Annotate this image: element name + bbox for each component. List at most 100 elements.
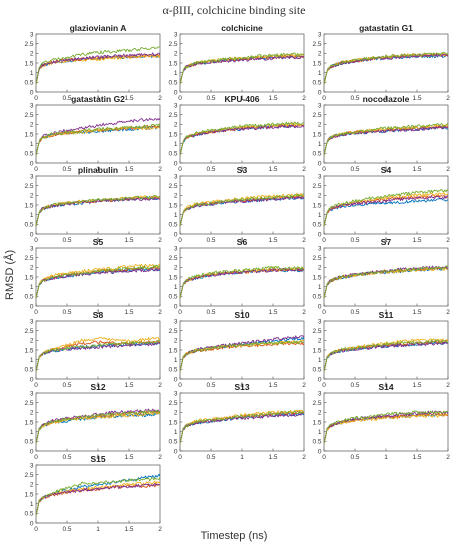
y-tick-label: 2 <box>30 265 34 272</box>
y-tick-label: 3 <box>30 31 34 38</box>
series-line <box>35 342 161 372</box>
series-line <box>35 268 161 299</box>
x-tick-label: 1 <box>240 309 244 316</box>
x-tick-label: 0.5 <box>350 166 359 173</box>
subplot-title: gatastatin G2 <box>71 94 125 104</box>
y-tick-label: 3 <box>30 462 34 469</box>
y-tick-label: 1.5 <box>168 131 177 138</box>
x-tick-label: 2 <box>446 166 450 173</box>
series-line <box>35 46 161 85</box>
y-tick-label: 1.5 <box>312 131 321 138</box>
y-tick-label: 2.5 <box>24 41 33 48</box>
x-tick-label: 0.5 <box>206 309 215 316</box>
y-tick-label: 3 <box>318 390 322 397</box>
series-line <box>323 194 449 227</box>
y-tick-label: 1.5 <box>24 491 33 498</box>
y-tick-label: 2 <box>174 193 178 200</box>
series-line <box>35 476 161 516</box>
y-tick-label: 0.5 <box>24 294 33 301</box>
x-tick-label: 2 <box>158 95 162 102</box>
subplot-title: S10 <box>234 310 249 320</box>
y-tick-label: 1 <box>30 284 34 291</box>
series-line <box>179 121 305 156</box>
series-line <box>323 53 449 85</box>
x-tick-label: 1 <box>96 454 100 461</box>
y-tick-label: 2.5 <box>168 41 177 48</box>
y-tick-label: 2.5 <box>24 183 33 190</box>
x-axis-label: Timestep (ns) <box>200 530 268 542</box>
x-tick-label: 0 <box>34 526 38 533</box>
x-tick-label: 2 <box>446 454 450 461</box>
x-tick-label: 0.5 <box>62 382 71 389</box>
y-tick-label: 0 <box>318 448 322 455</box>
y-tick-label: 1 <box>30 429 34 436</box>
series-line <box>35 126 161 156</box>
x-tick-label: 1.5 <box>412 95 421 102</box>
y-tick-label: 1.5 <box>24 347 33 354</box>
x-tick-label: 1.5 <box>412 309 421 316</box>
x-tick-label: 0 <box>322 382 326 389</box>
y-tick-label: 1.5 <box>168 347 177 354</box>
x-tick-label: 1 <box>384 95 388 102</box>
x-tick-label: 1.5 <box>412 237 421 244</box>
x-tick-label: 2 <box>302 309 306 316</box>
y-tick-label: 1 <box>174 212 178 219</box>
y-tick-label: 0 <box>174 303 178 310</box>
x-tick-label: 0.5 <box>350 95 359 102</box>
y-tick-label: 1 <box>174 357 178 364</box>
y-tick-label: 1 <box>318 212 322 219</box>
figure-title: α-βIII, colchicine binding site <box>162 3 306 17</box>
series-line <box>323 122 449 156</box>
y-tick-label: 3 <box>174 318 178 325</box>
series-line <box>179 123 305 156</box>
y-tick-label: 2.5 <box>168 183 177 190</box>
y-tick-label: 0 <box>174 448 178 455</box>
x-tick-label: 1.5 <box>124 309 133 316</box>
y-tick-label: 1.5 <box>312 60 321 67</box>
series-line <box>35 52 161 85</box>
y-tick-label: 2.5 <box>24 400 33 407</box>
y-tick-label: 1.5 <box>168 274 177 281</box>
y-tick-label: 1.5 <box>312 202 321 209</box>
x-tick-label: 0.5 <box>206 95 215 102</box>
x-tick-label: 0 <box>34 166 38 173</box>
series-line <box>35 482 161 516</box>
y-tick-label: 0 <box>318 303 322 310</box>
series-line <box>323 189 449 227</box>
series-line <box>35 412 161 444</box>
x-tick-label: 0 <box>322 237 326 244</box>
x-tick-label: 1 <box>96 309 100 316</box>
subplot-title: nocodazole <box>363 94 410 104</box>
y-tick-label: 0 <box>30 448 34 455</box>
x-tick-label: 0.5 <box>206 237 215 244</box>
series-line <box>179 410 305 444</box>
x-tick-label: 0.5 <box>350 237 359 244</box>
subplot: glaziovianin A 0 0.5 1 1.5 2 2.5 3 0 0.5 1 1.5 2 <box>24 23 162 102</box>
y-tick-label: 3 <box>318 102 322 109</box>
x-tick-label: 1.5 <box>268 382 277 389</box>
series-line <box>179 193 305 227</box>
y-tick-label: 2.5 <box>168 112 177 119</box>
y-tick-label: 0.5 <box>168 367 177 374</box>
series-line <box>179 265 305 299</box>
y-tick-label: 1 <box>30 212 34 219</box>
x-tick-label: 0.5 <box>206 166 215 173</box>
y-tick-label: 3 <box>318 31 322 38</box>
x-tick-label: 2 <box>446 237 450 244</box>
x-tick-label: 1 <box>240 166 244 173</box>
y-tick-label: 1 <box>174 141 178 148</box>
y-tick-label: 1 <box>30 70 34 77</box>
series-line <box>179 335 305 372</box>
y-tick-label: 2.5 <box>312 183 321 190</box>
x-tick-label: 0.5 <box>62 95 71 102</box>
series-line <box>323 339 449 372</box>
